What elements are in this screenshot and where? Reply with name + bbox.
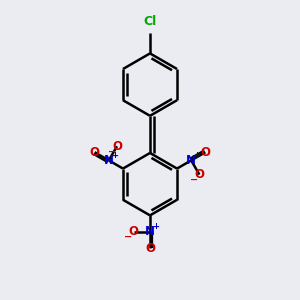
Text: Cl: Cl xyxy=(143,15,157,28)
Text: N: N xyxy=(145,225,155,238)
Text: O: O xyxy=(194,168,204,181)
Text: N: N xyxy=(104,154,114,167)
Text: N: N xyxy=(186,154,196,167)
Text: −: − xyxy=(190,175,198,185)
Text: +: + xyxy=(193,151,200,160)
Text: O: O xyxy=(90,146,100,159)
Text: −: − xyxy=(124,232,132,242)
Text: O: O xyxy=(112,140,122,153)
Text: +: + xyxy=(152,222,159,231)
Text: O: O xyxy=(129,225,139,238)
Text: O: O xyxy=(145,242,155,255)
Text: O: O xyxy=(200,146,210,159)
Text: +: + xyxy=(111,151,118,160)
Text: −: − xyxy=(108,147,116,157)
